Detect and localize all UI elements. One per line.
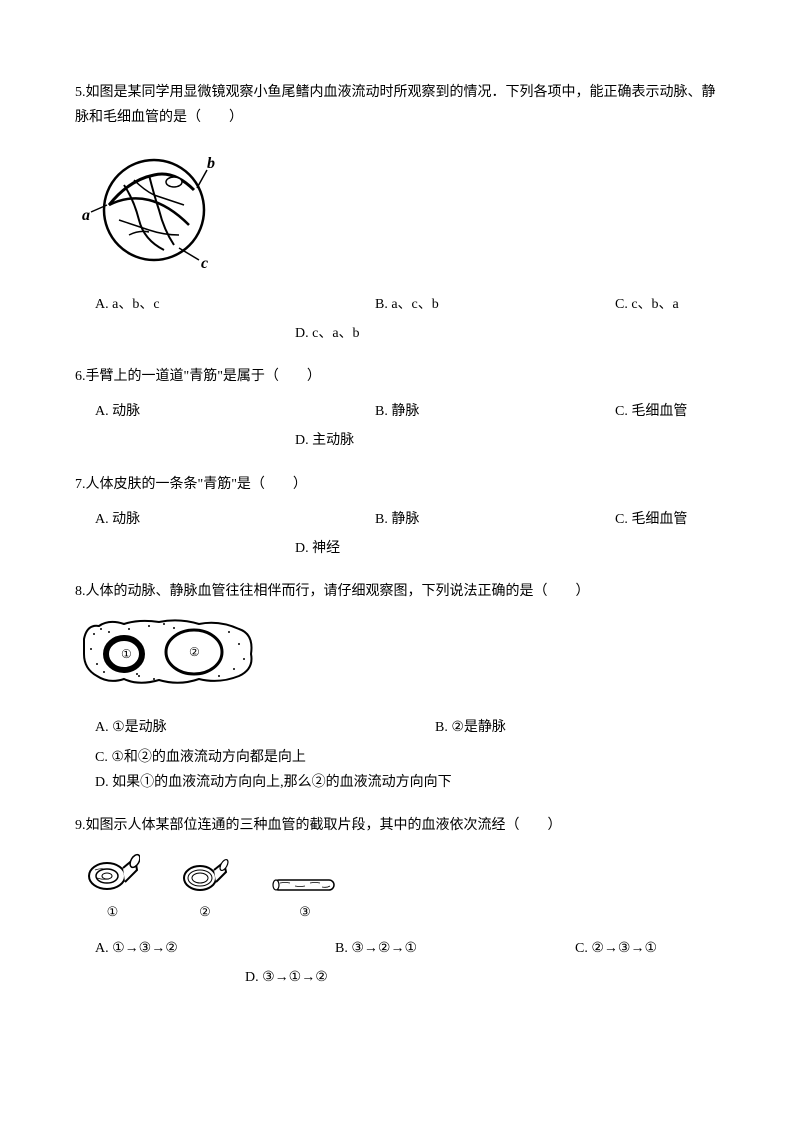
q5-opt-b: B. a、c、b	[375, 292, 615, 317]
question-7: 7.人体皮肤的一条条"青筋"是（ ） A. 动脉 B. 静脉 C. 毛细血管 D…	[75, 472, 719, 562]
q8-text: 8.人体的动脉、静脉血管往往相伴而行，请仔细观察图，下列说法正确的是（ ）	[75, 579, 719, 604]
q5-opt-c: C. c、b、a	[615, 292, 679, 317]
q8-label-2: ②	[189, 645, 200, 659]
q7-opt-b: B. 静脉	[375, 507, 615, 532]
q8-options: A. ①是动脉 B. ②是静脉 C. ①和②的血液流动方向都是向上 D. 如果①…	[95, 715, 719, 795]
q8-opt-b: B. ②是静脉	[435, 715, 506, 740]
q7-opt-a: A. 动脉	[95, 507, 375, 532]
q5-label-c: c	[201, 255, 208, 270]
q7-options: A. 动脉 B. 静脉 C. 毛细血管 D. 神经	[95, 507, 719, 561]
question-5: 5.如图是某同学用显微镜观察小鱼尾鳍内血液流动时所观察到的情况．下列各项中，能正…	[75, 80, 719, 346]
q6-text: 6.手臂上的一道道"青筋"是属于（ ）	[75, 364, 719, 389]
q9-body: 如图示人体某部位连通的三种血管的截取片段，其中的血液依次流经（ ）	[86, 818, 562, 833]
q5-label-b: b	[207, 155, 215, 172]
q8-opt-d: D. 如果①的血液流动方向向上,那么②的血液流动方向向下	[95, 770, 452, 795]
q5-opt-a: A. a、b、c	[95, 292, 375, 317]
q9-opt-a: A. ①→③→②	[95, 936, 335, 961]
q9-opt-d: D. ③→①→②	[245, 965, 328, 990]
q9-vessel-2: ②	[180, 852, 230, 923]
q9-label-1: ①	[107, 900, 119, 923]
q5-number: 5.	[75, 85, 86, 100]
q9-vessel-3: ③	[270, 874, 340, 923]
q5-label-a: a	[82, 207, 90, 224]
question-9: 9.如图示人体某部位连通的三种血管的截取片段，其中的血液依次流经（ ） ①	[75, 813, 719, 990]
q9-label-3: ③	[299, 900, 311, 923]
q7-body: 人体皮肤的一条条"青筋"是（ ）	[86, 477, 307, 492]
q6-number: 6.	[75, 369, 86, 384]
q8-number: 8.	[75, 584, 86, 599]
q7-number: 7.	[75, 477, 86, 492]
q9-figure: ① ② ③	[75, 848, 719, 923]
q7-opt-c: C. 毛细血管	[615, 507, 687, 532]
q6-opt-c: C. 毛细血管	[615, 399, 687, 424]
q9-opt-b: B. ③→②→①	[335, 936, 575, 961]
q9-vessel-1: ①	[85, 848, 140, 923]
q9-number: 9.	[75, 818, 86, 833]
q9-label-2: ②	[199, 900, 211, 923]
q5-options: A. a、b、c B. a、c、b C. c、b、a D. c、a、b	[95, 292, 719, 346]
q9-opt-c: C. ②→③→①	[575, 936, 657, 961]
q9-text: 9.如图示人体某部位连通的三种血管的截取片段，其中的血液依次流经（ ）	[75, 813, 719, 838]
question-8: 8.人体的动脉、静脉血管往往相伴而行，请仔细观察图，下列说法正确的是（ ） ① …	[75, 579, 719, 795]
q9-options: A. ①→③→② B. ③→②→① C. ②→③→① D. ③→①→②	[95, 936, 719, 990]
q8-opt-a: A. ①是动脉	[95, 715, 435, 740]
q5-figure: a b c	[79, 140, 719, 279]
q8-body: 人体的动脉、静脉血管往往相伴而行，请仔细观察图，下列说法正确的是（ ）	[86, 584, 590, 599]
q6-opt-d: D. 主动脉	[295, 428, 354, 453]
q6-options: A. 动脉 B. 静脉 C. 毛细血管 D. 主动脉	[95, 399, 719, 453]
q6-opt-a: A. 动脉	[95, 399, 375, 424]
q5-text: 5.如图是某同学用显微镜观察小鱼尾鳍内血液流动时所观察到的情况．下列各项中，能正…	[75, 80, 719, 130]
q8-label-1: ①	[121, 647, 132, 661]
question-6: 6.手臂上的一道道"青筋"是属于（ ） A. 动脉 B. 静脉 C. 毛细血管 …	[75, 364, 719, 454]
q8-opt-c: C. ①和②的血液流动方向都是向上	[95, 745, 375, 770]
q6-body: 手臂上的一道道"青筋"是属于（ ）	[86, 369, 321, 384]
q7-text: 7.人体皮肤的一条条"青筋"是（ ）	[75, 472, 719, 497]
q6-opt-b: B. 静脉	[375, 399, 615, 424]
q5-body: 如图是某同学用显微镜观察小鱼尾鳍内血液流动时所观察到的情况．下列各项中，能正确表…	[75, 85, 716, 125]
q8-figure: ① ②	[79, 614, 719, 703]
q7-opt-d: D. 神经	[295, 536, 340, 561]
q5-opt-d: D. c、a、b	[295, 321, 360, 346]
